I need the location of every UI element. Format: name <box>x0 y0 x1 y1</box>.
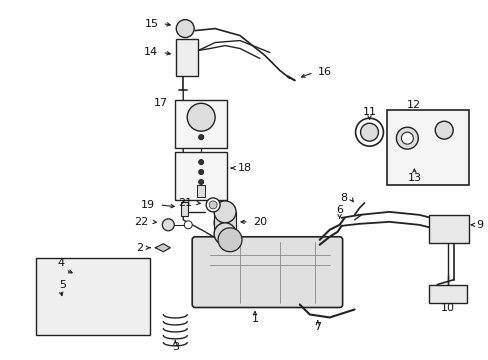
Circle shape <box>198 135 203 140</box>
Text: 22: 22 <box>134 217 148 227</box>
Bar <box>386 110 468 185</box>
Text: 4: 4 <box>58 258 65 268</box>
Bar <box>175 100 226 148</box>
Circle shape <box>176 20 194 37</box>
Text: 18: 18 <box>238 163 252 173</box>
FancyBboxPatch shape <box>192 237 342 307</box>
Polygon shape <box>155 244 170 252</box>
Bar <box>175 152 226 200</box>
Text: 17: 17 <box>154 98 168 108</box>
Bar <box>181 202 188 216</box>
Circle shape <box>214 212 236 234</box>
Circle shape <box>214 223 236 245</box>
Text: 6: 6 <box>335 205 343 215</box>
Text: 12: 12 <box>407 100 421 110</box>
Text: 13: 13 <box>407 173 421 183</box>
Circle shape <box>214 201 236 223</box>
Circle shape <box>206 198 220 212</box>
Text: 2: 2 <box>136 243 143 253</box>
Text: 3: 3 <box>171 342 179 352</box>
Text: 19: 19 <box>141 200 155 210</box>
Bar <box>197 185 205 197</box>
Circle shape <box>355 118 383 146</box>
Circle shape <box>187 103 215 131</box>
Circle shape <box>434 121 452 139</box>
Circle shape <box>360 123 378 141</box>
Text: 7: 7 <box>313 323 321 332</box>
Bar <box>428 285 466 302</box>
Text: 9: 9 <box>475 220 482 230</box>
Bar <box>36 258 150 336</box>
Text: 10: 10 <box>440 302 454 312</box>
Circle shape <box>184 221 192 229</box>
Text: 15: 15 <box>144 19 158 28</box>
Circle shape <box>209 201 217 209</box>
Text: 21: 21 <box>178 198 192 208</box>
Circle shape <box>198 170 203 175</box>
Text: 11: 11 <box>362 107 376 117</box>
Bar <box>176 39 198 76</box>
Circle shape <box>162 219 174 231</box>
Bar <box>214 212 236 234</box>
Text: 1: 1 <box>251 314 258 324</box>
Text: 5: 5 <box>59 280 65 289</box>
Circle shape <box>198 180 203 184</box>
Bar <box>428 215 468 243</box>
Text: 16: 16 <box>317 67 331 77</box>
Text: 14: 14 <box>144 48 158 58</box>
Circle shape <box>198 159 203 165</box>
Text: 20: 20 <box>252 217 266 227</box>
Circle shape <box>401 132 412 144</box>
Text: 8: 8 <box>340 193 347 203</box>
Circle shape <box>218 228 242 252</box>
Circle shape <box>396 127 417 149</box>
